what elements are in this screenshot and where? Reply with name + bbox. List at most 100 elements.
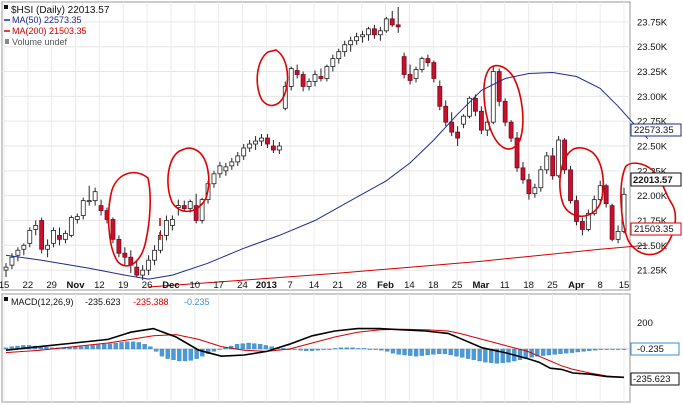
candle-44 [265, 134, 270, 148]
macd-hist-bar-100 [581, 348, 586, 352]
candle-60 [360, 30, 365, 43]
candle-body-40 [241, 147, 247, 157]
candle-body-66 [395, 24, 401, 28]
candle-body-71 [425, 58, 431, 63]
macd-hist-bar-15 [90, 345, 95, 350]
candle-67 [401, 52, 407, 79]
macd-hist-bar-55 [321, 348, 326, 350]
macd-hist-bar-75 [437, 348, 442, 354]
macd-hist-value: -0.235 [637, 344, 664, 355]
candle-body-65 [389, 18, 395, 26]
macd-signal-line [5, 328, 625, 378]
candle-11 [68, 215, 74, 238]
candle-49 [294, 64, 300, 79]
hand-drawn-annotations [107, 49, 677, 267]
macd-hist-bar-94 [546, 348, 552, 356]
candle-body-78 [467, 97, 472, 117]
chart-title: $HSI (Daily) 22013.57 [11, 5, 110, 16]
macd-hist-bar-40 [234, 344, 240, 350]
candle-95 [568, 165, 573, 204]
candle-body-1 [9, 256, 15, 266]
xtick-label-6: 26 [142, 280, 153, 291]
candle-body-0 [3, 266, 9, 271]
candle-body-74 [443, 105, 449, 123]
macd-hist-bar-84 [489, 348, 494, 363]
candle-body-19 [116, 238, 122, 254]
candle-body-8 [51, 230, 56, 244]
macd-hist-bar-63 [367, 348, 373, 350]
candle-0 [3, 263, 9, 278]
candle-19 [116, 235, 122, 258]
macd-hist-bar-43 [252, 343, 257, 350]
candle-12 [74, 213, 80, 224]
candle-body-23 [140, 269, 146, 276]
candle-body-16 [98, 205, 104, 211]
candle-body-50 [300, 74, 306, 87]
macd-hist-bar-46 [269, 346, 274, 350]
macd-hist-bar-57 [333, 348, 338, 350]
macd-hist-bar-17 [102, 344, 107, 350]
candle-body-10 [63, 232, 68, 240]
macd-hist-bar-64 [373, 348, 378, 350]
candle-body-98 [585, 213, 591, 230]
price-legend: $HSI (Daily) 22013.57 MA(50) 22573.35 MA… [4, 5, 110, 47]
macd-hist-bar-50 [292, 348, 297, 350]
macd-value: -235.623 [633, 374, 671, 385]
candle-body-80 [478, 110, 484, 131]
ytick-label-7: 23.00K [637, 92, 668, 103]
candle-body-76 [455, 131, 461, 139]
candle-body-87 [520, 167, 526, 181]
legend-color-hsi [4, 5, 8, 9]
candle-86 [514, 132, 520, 172]
candle-98 [585, 209, 591, 232]
macd-hist-bar-86 [500, 348, 505, 363]
xtick-label-7: Dec [162, 280, 179, 291]
candle-body-94 [562, 139, 567, 171]
xtick-label-5: 19 [118, 280, 129, 291]
candle-93 [556, 136, 562, 178]
macd-hist-bar-98 [569, 348, 575, 353]
candle-body-46 [276, 145, 282, 151]
xtick-label-21: 11 [500, 280, 510, 291]
candle-72 [431, 60, 437, 83]
candle-10 [63, 230, 68, 244]
candle-body-58 [348, 40, 354, 46]
macd-panel-frame [1, 293, 631, 403]
xtick-label-17: 14 [404, 280, 415, 291]
candle-body-51 [306, 81, 312, 87]
candle-13 [80, 197, 86, 220]
candle-84 [502, 98, 508, 127]
xtick-label-10: 24 [237, 280, 248, 291]
macd-hist-bar-70 [408, 348, 413, 356]
candle-15 [92, 187, 98, 206]
xtick-label-18: 18 [428, 280, 439, 291]
candle-8 [51, 227, 56, 248]
candle-body-77 [461, 115, 466, 125]
candle-43 [259, 134, 264, 146]
macd-hist-bar-27 [159, 348, 165, 357]
annotation-circle-nov [107, 171, 151, 267]
candle-body-3 [21, 244, 27, 250]
macd-ytick-200: 200 [637, 318, 653, 329]
macd-hist-bar-71 [413, 348, 419, 357]
macd-hist-bar-58 [338, 347, 344, 350]
candle-body-43 [259, 137, 264, 142]
macd-hist-bar-76 [442, 348, 448, 354]
macd-legend-name: MACD(12,26,9) [11, 297, 74, 307]
macd-hist-bar-54 [315, 348, 321, 351]
candle-5 [33, 220, 39, 236]
candle-4 [27, 227, 33, 248]
macd-hist-bar-34 [200, 348, 205, 357]
macd-hist-bar-103 [598, 348, 604, 350]
candle-body-57 [342, 44, 348, 53]
xtick-label-1: 22 [23, 280, 34, 291]
candle-body-103 [615, 231, 621, 240]
candle-body-93 [556, 139, 562, 177]
candle-62 [372, 24, 377, 39]
macd-hist-bar-107 [621, 348, 627, 350]
candle-body-35 [211, 173, 217, 185]
candle-body-70 [419, 58, 425, 70]
macd-hist-bar-14 [84, 345, 90, 350]
macd-hist-bar-78 [454, 348, 459, 357]
macd-hist-bar-79 [460, 348, 465, 358]
